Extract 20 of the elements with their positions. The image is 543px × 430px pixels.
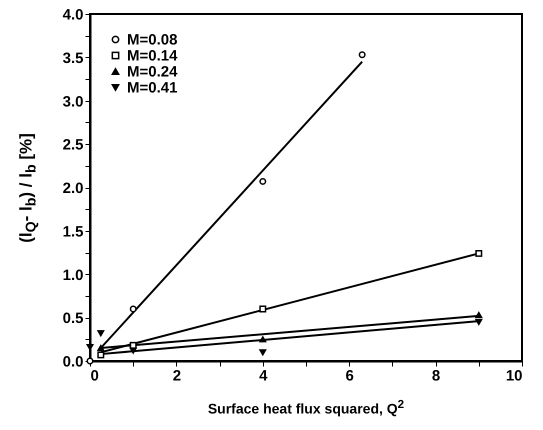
- y-tick-label: 1.5: [62, 223, 84, 240]
- x-tick-label: 4: [259, 368, 268, 384]
- legend-label: M=0.24: [127, 64, 178, 80]
- x-tick-label: 6: [346, 368, 354, 384]
- legend-label: M=0.41: [127, 80, 178, 96]
- x-tick-label: 8: [432, 368, 440, 384]
- legend-label: M=0.14: [127, 48, 178, 64]
- y-tick-label: 0.5: [62, 310, 84, 328]
- y-tick-label: 4.0: [62, 6, 84, 24]
- y-tick-label: 2.0: [62, 180, 84, 197]
- x-tick-label: 10: [506, 368, 522, 384]
- x-tick-label: 2: [172, 368, 182, 384]
- y-tick-label: 3.0: [62, 93, 84, 110]
- y-tick-label: 1.0: [62, 266, 84, 284]
- x-axis-title: Surface heat flux squared, Q$^{2}$: [206, 398, 406, 417]
- y-tick-label: 3.5: [62, 50, 84, 67]
- y-tick-label: 0.0: [62, 354, 84, 370]
- x-tick-label: 0: [90, 368, 99, 384]
- legend-label: M=0.08: [127, 32, 178, 48]
- y-tick-label: 2.5: [62, 136, 84, 154]
